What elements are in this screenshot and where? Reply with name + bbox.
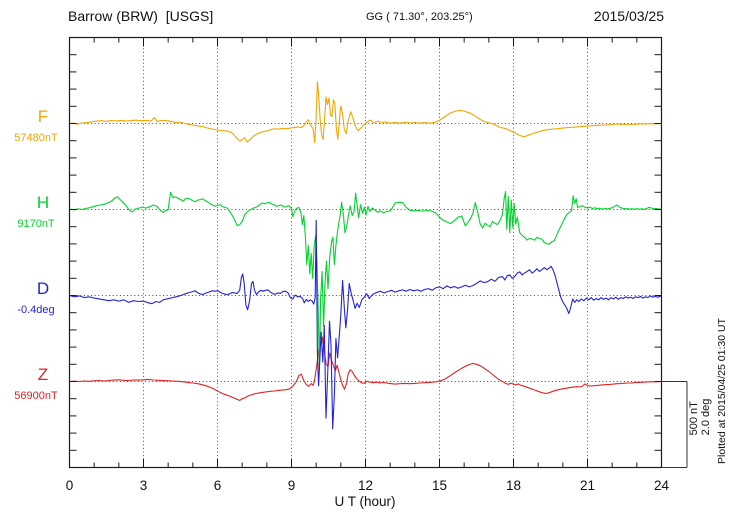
x-tick-label: 24 <box>654 478 670 493</box>
x-tick-label: 15 <box>432 478 447 493</box>
x-tick-label: 3 <box>140 478 148 493</box>
station-title: Barrow (BRW) [USGS] <box>68 8 214 24</box>
x-tick-label: 9 <box>288 478 296 493</box>
trace-baseline-value-F: 57480nT <box>14 132 58 144</box>
trace-baseline-value-Z: 56900nT <box>14 390 58 402</box>
x-tick-label: 6 <box>214 478 222 493</box>
x-tick-label: 18 <box>506 478 521 493</box>
x-tick-label: 0 <box>66 478 74 493</box>
x-tick-label: 12 <box>358 478 373 493</box>
trace-D-line <box>68 219 663 430</box>
scale-bar-label-deg: 2.0 deg <box>700 398 712 436</box>
trace-baseline-value-D: -0.4deg <box>17 304 55 316</box>
plot-timestamp-note: Plotted at 2015/04/25 01:30 UT <box>716 318 728 464</box>
plot-date: 2015/03/25 <box>593 8 664 24</box>
geographic-coords: GG ( 71.30°, 203.25°) <box>366 11 473 23</box>
trace-H-line <box>68 190 663 371</box>
trace-Z-line <box>68 336 663 401</box>
scale-bar-label: 500 nT 2.0 deg <box>688 399 712 436</box>
trace-F-line <box>68 81 663 143</box>
trace-label-Z: Z <box>37 365 49 384</box>
trace-label-H: H <box>36 193 50 212</box>
scale-bar-label-nt: 500 nT <box>688 401 700 436</box>
trace-label-F: F <box>37 107 49 126</box>
x-tick-label: 21 <box>580 478 595 493</box>
trace-label-D: D <box>36 279 50 298</box>
plot-frame <box>68 36 663 469</box>
x-axis-label: U T (hour) <box>334 494 396 509</box>
trace-baseline-value-H: 9170nT <box>17 218 55 230</box>
